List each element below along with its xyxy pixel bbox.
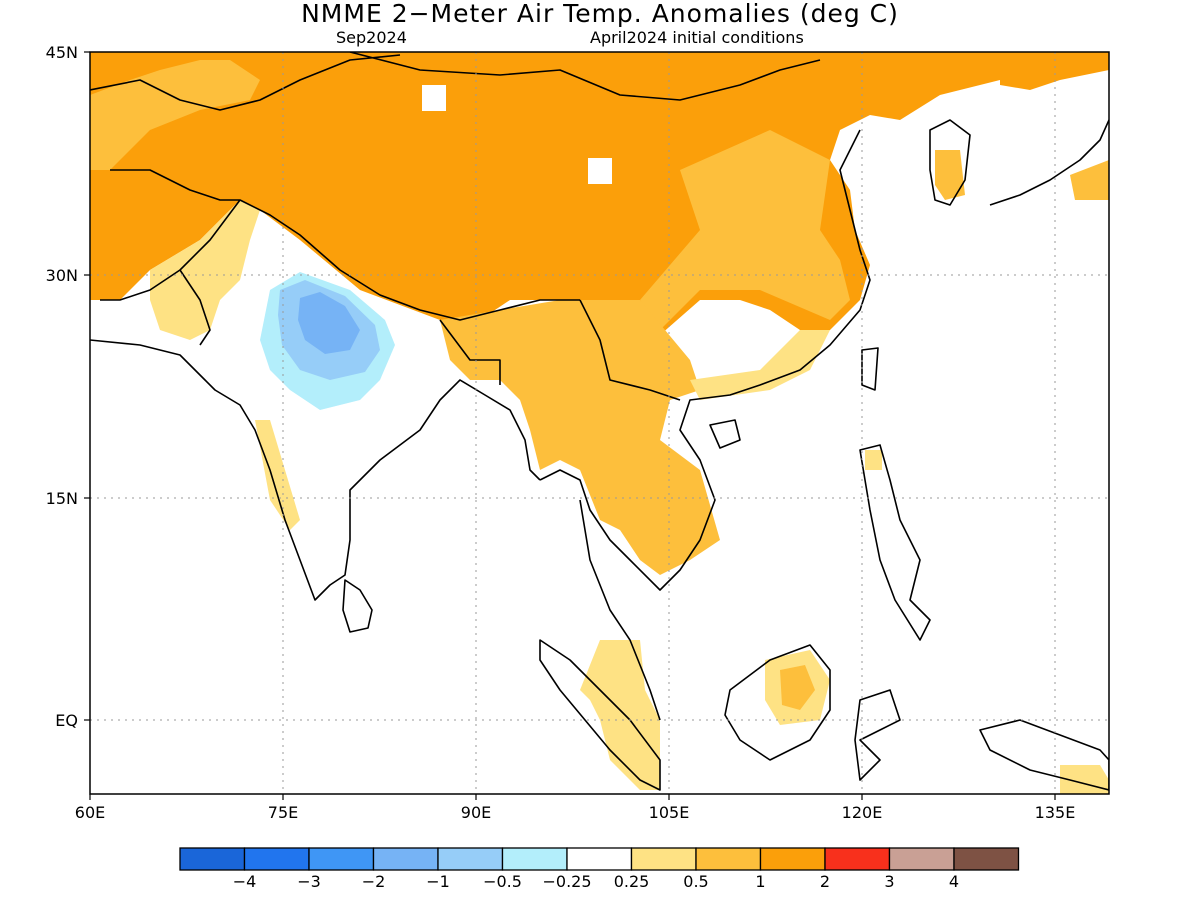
- anomaly-region-philippines: [865, 450, 882, 470]
- lon-label-75e: 75E: [267, 803, 299, 822]
- coast-philippines: [859, 444, 931, 641]
- coast-malay: [579, 499, 661, 721]
- border-china-myanmar: [579, 299, 681, 401]
- lon-label-120e: 120E: [841, 803, 883, 822]
- coast-indochina: [539, 129, 871, 591]
- color-bar-label: 3: [884, 872, 895, 891]
- coast-japan: [989, 119, 1109, 206]
- coast-india: [90, 339, 541, 601]
- border-bangladesh: [439, 319, 501, 385]
- color-bar-label: −3: [297, 872, 321, 891]
- map-frame: [89, 51, 1110, 795]
- color-bar-swatch: [953, 847, 1020, 871]
- lon-label-60e: 60E: [74, 803, 106, 822]
- lat-label-eq: EQ: [55, 711, 78, 730]
- anomaly-region-0-5-1-tibet: [640, 130, 850, 330]
- lat-label-30n: 30N: [45, 266, 78, 285]
- color-bar-label: 1: [755, 872, 766, 891]
- anomaly-region-sumatra: [580, 640, 660, 790]
- lat-label-45n: 45N: [45, 43, 78, 62]
- color-bar-swatch: [437, 847, 504, 871]
- color-bar-swatch: [243, 847, 310, 871]
- graticule: [90, 52, 1109, 794]
- anomaly-region-japan: [1000, 52, 1109, 90]
- lat-label-15n: 15N: [45, 489, 78, 508]
- color-bar-swatch: [179, 847, 246, 871]
- border-mongolia: [349, 52, 821, 101]
- coast-srilanka: [342, 579, 373, 633]
- coast-korea: [929, 119, 971, 206]
- missing-cell: [588, 158, 612, 184]
- lon-label-105e: 105E: [648, 803, 690, 822]
- initial-conditions: April2024 initial conditions: [590, 28, 804, 47]
- color-bar-label: −2: [361, 872, 386, 891]
- border-himalaya: [239, 199, 580, 321]
- color-bar-swatch: [630, 847, 697, 871]
- color-bar-swatch: [759, 847, 826, 871]
- color-bar-swatch: [501, 847, 568, 871]
- lon-label-90e: 90E: [460, 803, 492, 822]
- color-bar: [179, 847, 1020, 871]
- border-afghanistan: [100, 169, 241, 301]
- coast-hainan: [709, 419, 741, 449]
- anomaly-region-0-25-0-5-nwindia: [150, 200, 260, 340]
- map-title: NMME 2−Meter Air Temp. Anomalies (deg C): [301, 0, 899, 28]
- color-bar-swatch: [695, 847, 762, 871]
- forecast-month: Sep2024: [336, 28, 407, 47]
- coast-taiwan: [861, 347, 879, 391]
- color-bar-swatch: [566, 847, 633, 871]
- anomaly-region-indochina: [440, 300, 720, 575]
- color-bar-swatch: [888, 847, 955, 871]
- anomaly-region-0-5-1-west: [90, 60, 260, 170]
- color-bar-label: −1: [426, 872, 450, 891]
- color-bar-label: 2: [819, 872, 831, 891]
- border-pakistan: [179, 269, 211, 346]
- lon-label-135e: 135E: [1034, 803, 1076, 822]
- anomaly-region-0-25-0-5-seasia: [690, 330, 830, 400]
- color-bar-swatch: [308, 847, 375, 871]
- coast-newguinea: [979, 719, 1109, 791]
- color-bar-label: −0.25: [542, 872, 592, 891]
- color-bar-label: −0.5: [483, 872, 522, 891]
- anomaly-field: [90, 52, 1109, 794]
- missing-cell: [422, 85, 446, 111]
- color-bar-swatch: [372, 847, 439, 871]
- anomaly-region-0-25-0-5-westcoast: [255, 420, 300, 530]
- anomaly-region-japan-south: [1070, 160, 1109, 200]
- anomaly-region-cool-core: [298, 292, 360, 354]
- color-bar-label: 0.25: [613, 872, 650, 891]
- color-bar-label: −4: [232, 872, 257, 891]
- coast-sulawesi: [854, 689, 901, 781]
- axis-ticks: [84, 51, 1056, 800]
- coast-borneo: [724, 644, 831, 761]
- anomaly-region-borneo-core: [780, 665, 815, 710]
- coast-sumatra: [539, 639, 661, 791]
- color-bar-label: 4: [948, 872, 960, 891]
- coastlines: [90, 52, 1109, 791]
- color-bar-label: 0.5: [683, 872, 709, 891]
- border-central-asia: [90, 54, 401, 111]
- anomaly-region-korea: [935, 150, 965, 200]
- color-bar-swatch: [824, 847, 891, 871]
